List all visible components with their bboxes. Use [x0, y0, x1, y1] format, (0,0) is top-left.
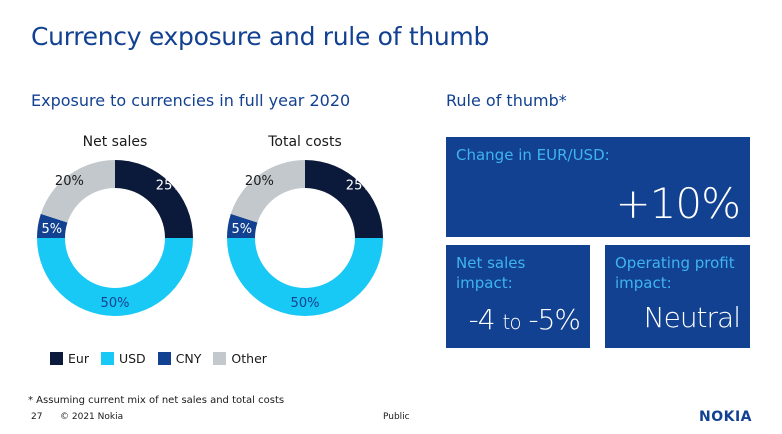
change-eur-usd-value: +10% [615, 179, 741, 228]
donut-label-cny: 5% [41, 222, 62, 237]
donut-slice-eur [305, 160, 383, 238]
legend-label-eur: Eur [68, 351, 89, 366]
donut-slice-eur [115, 160, 193, 238]
change-eur-usd-box: Change in EUR/USD: +10% [446, 137, 750, 237]
donut-label-other: 20% [245, 174, 274, 189]
legend-swatch-cny [157, 352, 171, 365]
copyright: © 2021 Nokia [60, 412, 124, 422]
legend-swatch-other [213, 352, 227, 365]
net-sales-impact-value-to: to [502, 310, 521, 334]
legend-label-other: Other [231, 351, 267, 366]
net-sales-impact-value: -4 to -5% [468, 303, 581, 336]
operating-profit-impact-label: Operating profit impact: [615, 254, 735, 292]
legend-swatch-usd [100, 352, 114, 365]
footnote: * Assuming current mix of net sales and … [28, 395, 285, 406]
net-sales-impact-label: Net sales impact: [456, 254, 526, 292]
chart-legend: Eur USD CNY Other [50, 351, 279, 366]
operating-profit-impact-value: Neutral [643, 301, 741, 334]
donut-slice-usd [37, 238, 193, 316]
classification: Public [383, 412, 410, 422]
page-title: Currency exposure and rule of thumb [31, 22, 490, 51]
net-sales-impact-value-b: -5% [528, 303, 581, 336]
donut-slice-usd [227, 238, 383, 316]
total-costs-chart-title: Total costs [268, 134, 342, 150]
net-sales-impact-value-a: -4 [468, 303, 496, 336]
operating-profit-impact-box: Operating profit impact: Neutral [605, 245, 750, 348]
donut-slice-cny [227, 213, 258, 238]
donut-label-usd: 50% [291, 296, 320, 311]
donut-label-other: 20% [55, 174, 84, 189]
legend-item-usd: USD [100, 351, 146, 366]
donut-slice-other [40, 160, 115, 223]
legend-item-cny: CNY [157, 351, 202, 366]
net-sales-chart-title: Net sales [82, 134, 148, 150]
total-costs-donut-chart: 25% 50% 5% 20% [227, 160, 383, 316]
change-eur-usd-label: Change in EUR/USD: [456, 146, 610, 164]
donut-label-eur: 25% [156, 179, 185, 194]
donut-label-eur: 25% [346, 179, 375, 194]
donut-slice-cny [37, 213, 68, 238]
legend-item-other: Other [213, 351, 267, 366]
net-sales-impact-box: Net sales impact: -4 to -5% [446, 245, 590, 348]
donut-label-cny: 5% [231, 222, 252, 237]
donut-label-usd: 50% [101, 296, 130, 311]
legend-swatch-eur [50, 352, 63, 365]
page-number: 27 [31, 412, 43, 422]
rule-of-thumb-subtitle: Rule of thumb* [446, 91, 567, 110]
exposure-subtitle: Exposure to currencies in full year 2020 [31, 91, 351, 110]
donut-slice-other [230, 160, 305, 223]
net-sales-donut-chart: 25% 50% 5% 20% [37, 160, 193, 316]
nokia-logo: NOKIA [698, 409, 752, 425]
legend-item-eur: Eur [50, 351, 89, 366]
legend-label-usd: USD [118, 351, 146, 366]
legend-label-cny: CNY [175, 351, 202, 366]
